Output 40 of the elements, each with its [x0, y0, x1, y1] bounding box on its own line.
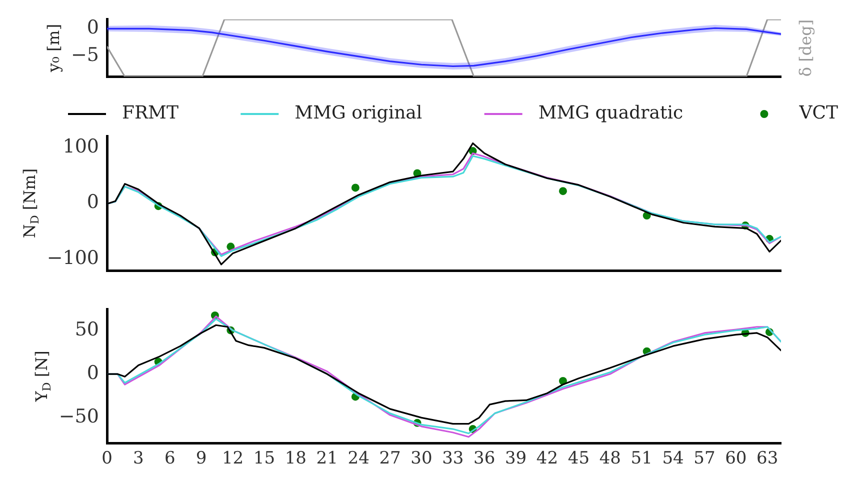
x-tick-label: 24: [348, 448, 370, 469]
y-tick-label: 0: [86, 191, 99, 214]
x-tick-label: 6: [164, 448, 176, 469]
x-tick-label: 39: [504, 448, 527, 469]
legend-label: VCT: [798, 102, 838, 124]
y-tick-label: 50: [74, 318, 99, 340]
y-axis-title: ND [Nm]: [20, 168, 42, 238]
x-tick-label: 30: [410, 448, 432, 469]
legend-label: MMG original: [294, 102, 422, 124]
x-tick-label: 57: [694, 448, 716, 469]
x-tick-label: 18: [284, 448, 306, 469]
x-tick-label: 63: [756, 448, 778, 469]
y-tick-label: −100: [46, 246, 99, 269]
y-tick-label: 0: [86, 362, 99, 384]
x-tick-label: 54: [662, 448, 684, 469]
x-tick-label: 45: [568, 448, 590, 469]
point: [558, 187, 567, 196]
x-tick-label: 3: [133, 448, 144, 469]
y-tick-label: 0: [86, 16, 99, 39]
x-tick-label: 21: [316, 448, 338, 469]
y-tick-label: −50: [58, 406, 99, 428]
y2-axis-title: δ [deg]: [796, 19, 816, 77]
x-tick-label: 33: [442, 448, 464, 469]
x-tick-label: 15: [253, 448, 276, 469]
x-tick-label: 60: [725, 448, 747, 469]
y-axis-title: YD [N]: [32, 350, 54, 403]
x-tick-label: 36: [474, 448, 496, 469]
x-tick-label: 27: [379, 448, 401, 469]
y-tick-label: −5: [70, 44, 99, 66]
point: [351, 184, 360, 192]
x-tick-label: 51: [630, 448, 652, 469]
x-tick-label: 48: [599, 448, 621, 469]
x-tick-label: 12: [222, 448, 244, 469]
x-tick-label: 9: [196, 448, 207, 469]
y-axis-title: y₀ [m]: [44, 24, 64, 74]
y-tick-label: 100: [62, 136, 99, 158]
legend-label: FRMT: [122, 102, 178, 124]
x-tick-label: 0: [102, 448, 112, 469]
x-tick-label: 42: [536, 448, 558, 469]
legend-label: MMG quadratic: [538, 102, 684, 124]
